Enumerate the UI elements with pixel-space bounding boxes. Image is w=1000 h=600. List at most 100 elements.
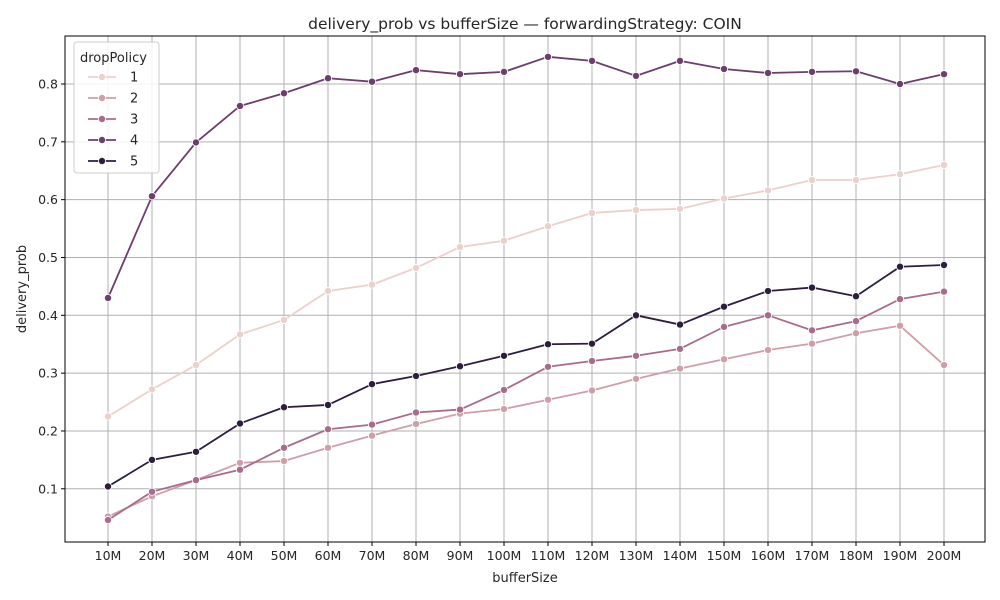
x-tick-label: 160M [751, 548, 786, 563]
data-point [544, 222, 553, 231]
x-tick-label: 170M [795, 548, 830, 563]
y-tick-label: 0.1 [38, 481, 58, 496]
chart-title: delivery_prob vs bufferSize — forwarding… [308, 15, 742, 34]
data-point [147, 455, 156, 464]
legend-marker [98, 94, 107, 103]
data-point [896, 170, 905, 179]
x-tick-label: 10M [95, 548, 122, 563]
data-point [588, 356, 597, 365]
data-point [411, 263, 420, 272]
data-point [367, 431, 376, 440]
data-point [235, 465, 244, 474]
data-point [279, 403, 288, 412]
x-axis: 10M 20M 30M 40M 50M 60M 70M 80M 90M 100M 110M 120M 1… [95, 542, 961, 563]
data-point [896, 79, 905, 88]
data-point [676, 320, 685, 329]
data-point [852, 317, 861, 326]
data-point [588, 208, 597, 217]
y-tick-label: 0.4 [38, 308, 58, 323]
legend-marker [98, 156, 107, 165]
legend-entry: 2 [88, 92, 138, 107]
data-point [720, 302, 729, 311]
data-point [235, 330, 244, 339]
data-point [896, 295, 905, 304]
data-point [104, 293, 113, 302]
legend-marker [98, 115, 107, 124]
data-point [588, 386, 597, 395]
x-tick-label: 20M [139, 548, 166, 563]
data-point [632, 311, 641, 320]
data-point [191, 476, 200, 485]
grid [65, 36, 985, 542]
data-point [191, 138, 200, 147]
data-point [455, 243, 464, 252]
data-point [940, 160, 949, 169]
data-point [279, 457, 288, 466]
data-point [279, 89, 288, 98]
data-point [104, 482, 113, 491]
data-point [940, 287, 949, 296]
data-point [323, 425, 332, 434]
data-point [720, 322, 729, 331]
legend-label: 5 [130, 155, 138, 170]
data-point [147, 385, 156, 394]
data-point [499, 385, 508, 394]
data-point [191, 447, 200, 456]
data-point [764, 186, 773, 195]
series-line [107, 324, 945, 518]
data-point [852, 175, 861, 184]
series-group [104, 52, 949, 525]
x-tick-label: 120M [575, 548, 610, 563]
data-point [323, 400, 332, 409]
data-point [896, 262, 905, 271]
plot-area [64, 35, 986, 543]
y-tick-label: 0.5 [38, 250, 58, 265]
data-point [455, 362, 464, 371]
data-point [279, 315, 288, 324]
series-line [107, 55, 945, 299]
x-tick-label: 180M [839, 548, 874, 563]
data-point [720, 64, 729, 73]
data-point [323, 74, 332, 83]
x-tick-label: 150M [707, 548, 742, 563]
x-tick-label: 70M [359, 548, 386, 563]
data-point [808, 326, 817, 335]
data-point [632, 351, 641, 360]
data-point [676, 344, 685, 353]
x-tick-label: 130M [619, 548, 654, 563]
data-point [499, 351, 508, 360]
data-point [323, 443, 332, 452]
data-point [632, 374, 641, 383]
legend-label: 4 [130, 134, 138, 149]
data-point [632, 206, 641, 215]
data-point [764, 346, 773, 355]
legend-title: dropPolicy [80, 51, 147, 66]
data-point [720, 355, 729, 364]
series-2 [104, 321, 949, 521]
data-point [455, 70, 464, 79]
data-point [720, 194, 729, 203]
data-point [764, 287, 773, 296]
x-tick-label: 60M [315, 548, 342, 563]
data-point [896, 321, 905, 330]
data-point [676, 56, 685, 65]
y-tick-label: 0.3 [38, 366, 58, 381]
data-point [147, 487, 156, 496]
y-tick-label: 0.8 [38, 76, 58, 91]
data-point [544, 52, 553, 61]
series-1 [104, 160, 949, 421]
data-point [588, 339, 597, 348]
data-point [104, 412, 113, 421]
legend-entry: 4 [88, 134, 138, 149]
data-point [411, 408, 420, 417]
data-point [191, 361, 200, 370]
data-point [455, 405, 464, 414]
data-point [808, 175, 817, 184]
data-point [676, 204, 685, 213]
legend-label: 1 [130, 71, 138, 86]
data-point [544, 395, 553, 404]
data-point [367, 380, 376, 389]
data-point [367, 420, 376, 429]
data-point [411, 420, 420, 429]
